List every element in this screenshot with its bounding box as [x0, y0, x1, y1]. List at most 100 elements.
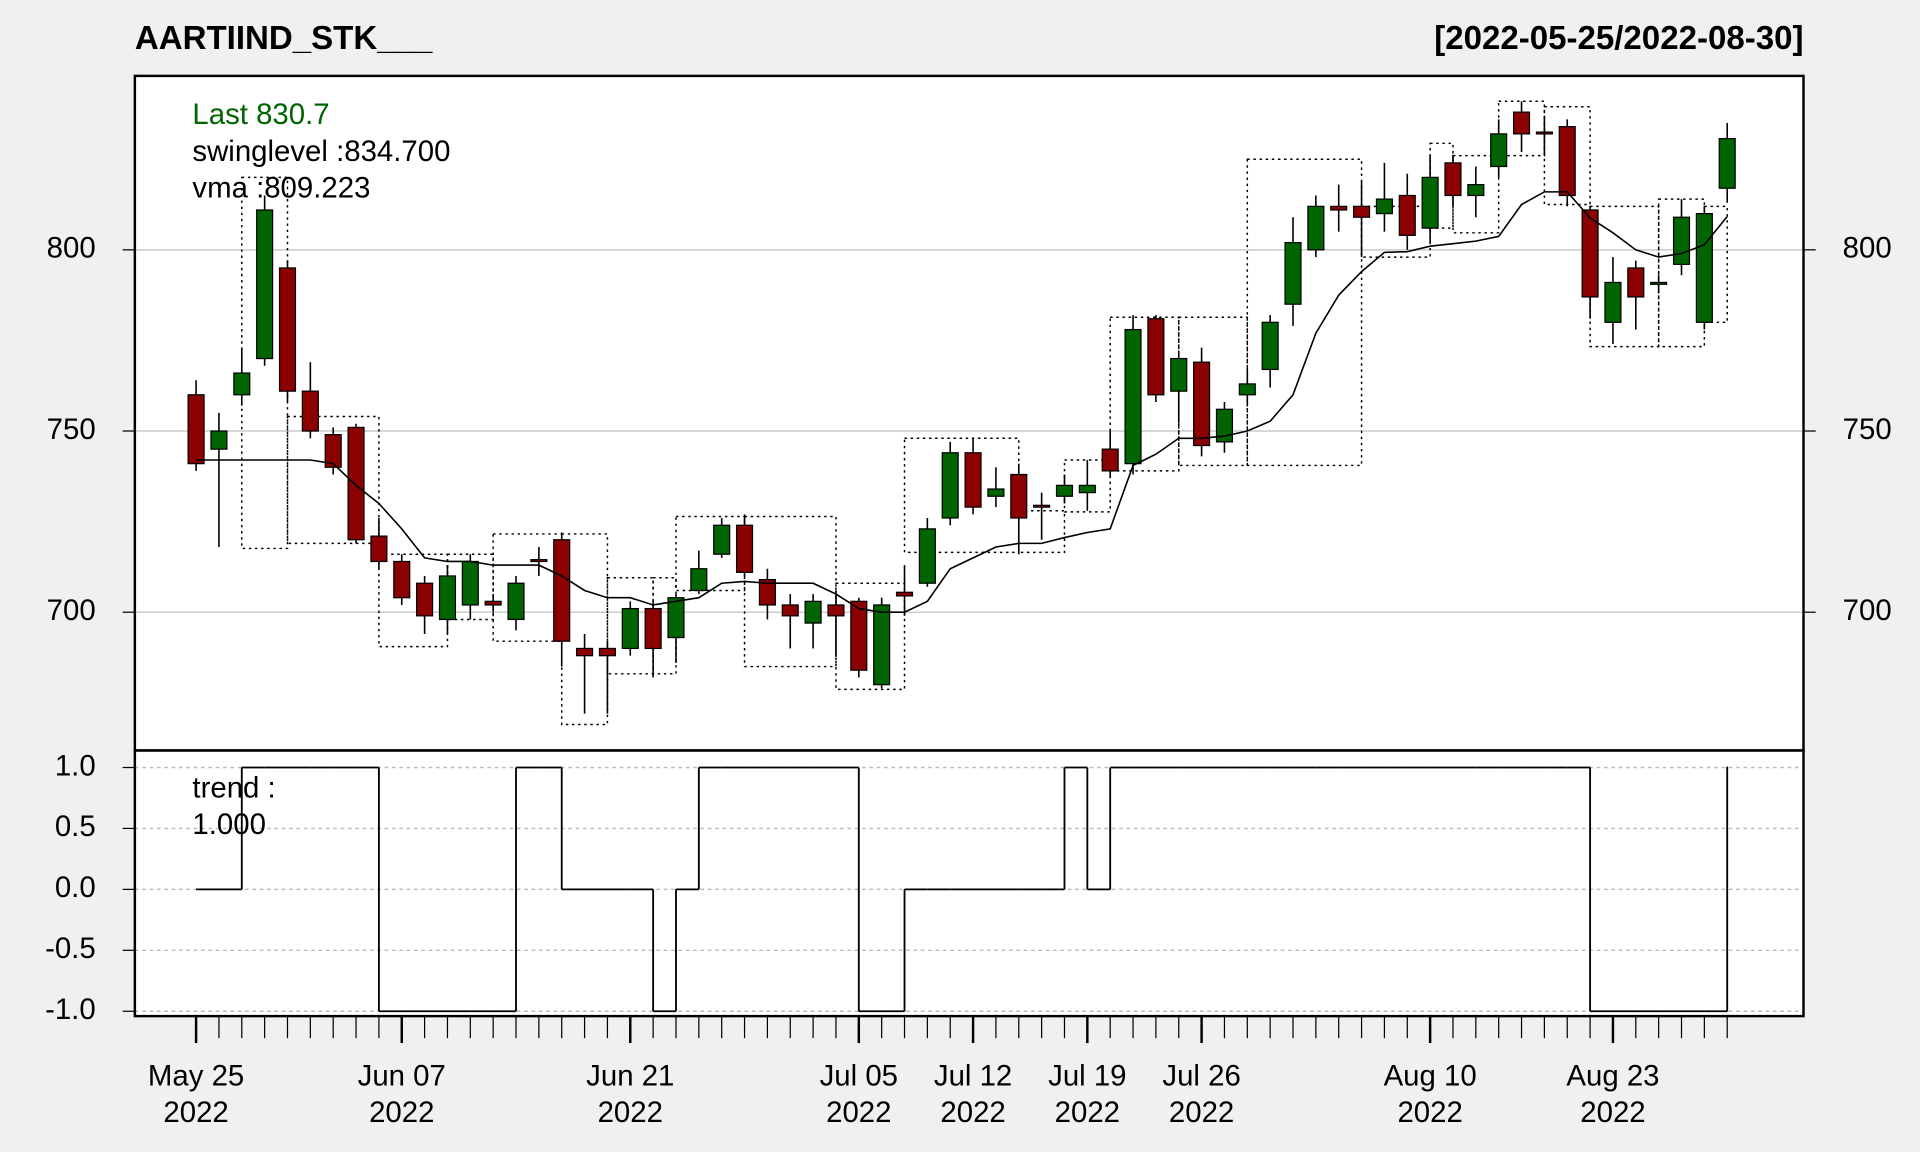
candle-body	[1238, 383, 1256, 396]
candle-body	[1101, 448, 1119, 472]
candle-body	[1581, 209, 1599, 298]
x-tick-label: Jul 26 2022	[1162, 1059, 1240, 1129]
legend-entry: swinglevel :834.700	[192, 135, 450, 168]
x-tick-label: Jun 21 2022	[586, 1059, 674, 1129]
candle-body	[1352, 205, 1371, 218]
candle-body	[1627, 267, 1645, 298]
vma-line	[196, 191, 1728, 614]
candle-body	[1558, 126, 1576, 197]
candle-body	[667, 597, 685, 639]
candle-body	[484, 600, 502, 606]
candle-body	[804, 600, 822, 624]
candle-body	[370, 535, 388, 563]
x-tick-label: May 25 2022	[148, 1059, 244, 1129]
candle-body	[1467, 184, 1485, 197]
candle-body	[278, 267, 297, 392]
swing-box	[1246, 158, 1363, 467]
candle-body	[1033, 504, 1051, 508]
candle-body	[735, 524, 754, 573]
trend-end	[1726, 766, 1729, 769]
swing-box	[286, 415, 380, 545]
candle-body	[941, 452, 959, 519]
swing-box	[378, 553, 449, 648]
trend-panel-frame	[133, 749, 1805, 1018]
x-tick-label: Jul 05 2022	[820, 1059, 898, 1129]
candle-body	[758, 578, 776, 606]
candle-body	[1421, 176, 1439, 229]
candle-body	[1672, 216, 1691, 265]
candle-body	[347, 426, 365, 541]
candle-body	[987, 488, 1005, 497]
swing-box	[492, 533, 563, 642]
candle-body	[621, 607, 639, 650]
candle-body	[324, 434, 342, 468]
swing-box	[1109, 316, 1180, 472]
candle-body	[233, 372, 251, 396]
candle-body	[598, 647, 616, 657]
legend-entry: Last 830.7	[192, 98, 329, 131]
y2-tick-label: 700	[1843, 594, 1892, 627]
main-panel-bg	[134, 75, 1804, 751]
candle-body	[438, 575, 457, 621]
candle-body	[827, 604, 845, 617]
swing-box	[835, 582, 906, 691]
candle-body	[1261, 321, 1279, 371]
swing-box	[652, 577, 677, 675]
candle-body	[1718, 137, 1736, 189]
candle-body	[553, 539, 571, 642]
chart-title: AARTIIND_STK___	[135, 20, 433, 57]
swing-box	[1703, 205, 1728, 324]
candle-body	[1398, 194, 1416, 236]
y-tick-label: -1.0	[45, 993, 96, 1026]
candle-body	[644, 607, 662, 650]
legend-entry: vma :809.223	[192, 172, 370, 205]
candle-body	[873, 604, 891, 686]
candle-body	[781, 604, 799, 617]
x-tick-label: Aug 10 2022	[1384, 1059, 1477, 1129]
swing-box	[560, 533, 609, 726]
candle-body	[1307, 205, 1325, 251]
candle-body	[964, 452, 982, 508]
y-tick-label: 0.5	[55, 810, 96, 843]
candle-body	[713, 524, 731, 555]
candle-body	[1078, 484, 1096, 494]
candle-body	[1375, 198, 1393, 215]
candle-body	[416, 582, 434, 617]
x-tick-label: Aug 23 2022	[1566, 1059, 1659, 1129]
y2-tick-label: 750	[1843, 413, 1892, 446]
y-tick-label: 700	[47, 594, 96, 627]
y2-tick-label: 800	[1843, 232, 1892, 265]
swing-box	[1657, 198, 1706, 348]
candle-body	[530, 559, 548, 563]
candle-body	[1147, 318, 1165, 396]
candle-body	[1604, 281, 1622, 323]
y-tick-label: 800	[47, 232, 96, 265]
candle-body	[1124, 328, 1142, 465]
candle-body	[507, 582, 525, 621]
candle-body	[1444, 162, 1462, 197]
candle-body	[1055, 484, 1074, 497]
x-tick-label: Jul 12 2022	[934, 1059, 1012, 1129]
x-tick-label: Jul 19 2022	[1048, 1059, 1126, 1129]
candle-body	[1490, 133, 1508, 168]
candle-body	[1535, 131, 1553, 135]
y-tick-label: 0.0	[55, 871, 96, 904]
candle-body	[301, 390, 319, 432]
candle-body	[461, 560, 479, 606]
candle-body	[256, 209, 274, 360]
y-tick-label: 750	[47, 413, 96, 446]
candle-body	[1170, 357, 1188, 392]
candle-body	[918, 528, 936, 584]
candle-body	[895, 591, 914, 597]
candle-body	[187, 394, 205, 465]
candle-body	[1512, 111, 1531, 135]
candle-body	[1193, 361, 1211, 447]
candle-body	[576, 647, 594, 657]
candle-body	[1010, 473, 1028, 519]
x-tick-label: Jun 07 2022	[358, 1059, 446, 1129]
candle-body	[690, 568, 708, 592]
candle-body	[210, 430, 228, 450]
trend-panel-bg	[134, 750, 1804, 1017]
swing-box	[903, 437, 1020, 554]
